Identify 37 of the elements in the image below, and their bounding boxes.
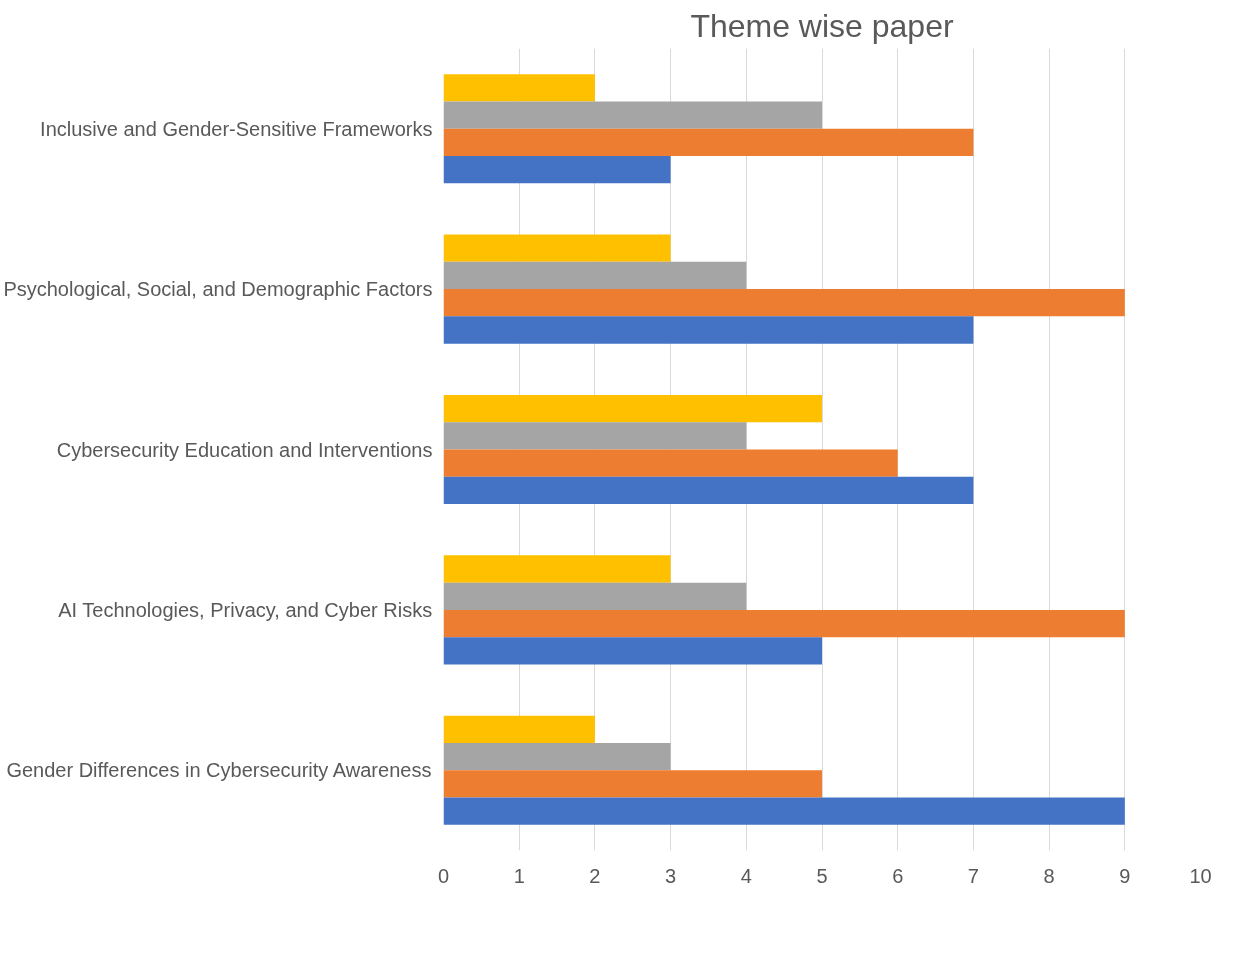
- bar: [443, 155, 671, 184]
- bar: [443, 637, 822, 665]
- bar: [443, 743, 671, 771]
- x-tick-label: 8: [1043, 864, 1055, 887]
- bar: [443, 128, 974, 156]
- y-tick-label: Psychological, Social, and Demographic Factors: [3, 278, 433, 301]
- x-tick-label: 6: [892, 864, 904, 887]
- y-tick-label: Gender Differences in Cybersecurity Awareness: [6, 759, 432, 782]
- x-tick-label: 5: [816, 864, 828, 887]
- x-tick-label: 9: [1119, 864, 1131, 887]
- chart-title: Theme wise paper: [690, 7, 954, 44]
- bar: [443, 449, 898, 477]
- bar: [443, 74, 595, 102]
- bar: [443, 289, 1125, 317]
- bar: [443, 422, 747, 450]
- bar: [443, 394, 822, 423]
- y-tick-label: Inclusive and Gender-Sensitive Frameworks: [40, 117, 433, 140]
- x-tick-label: 4: [740, 864, 752, 887]
- x-tick-label: 3: [665, 864, 677, 887]
- y-tick-label: Cybersecurity Education and Interventions: [56, 438, 433, 461]
- x-tick-label: 1: [513, 864, 525, 887]
- bar: [443, 316, 974, 344]
- bar: [443, 101, 822, 129]
- y-tick-label: AI Technologies, Privacy, and Cyber Risks: [58, 598, 433, 621]
- bar: [443, 797, 1125, 825]
- bar: [443, 555, 671, 583]
- x-tick-label: 7: [967, 864, 979, 887]
- bar: [443, 476, 974, 505]
- bar: [443, 715, 595, 744]
- bar: [443, 261, 747, 290]
- bar: [443, 234, 671, 262]
- bar: [443, 609, 1125, 638]
- x-tick-label: 2: [589, 864, 601, 887]
- x-tick-label: 10: [1189, 864, 1212, 887]
- bar: [443, 770, 822, 798]
- x-tick-label: 0: [437, 864, 450, 887]
- bar: [443, 582, 747, 610]
